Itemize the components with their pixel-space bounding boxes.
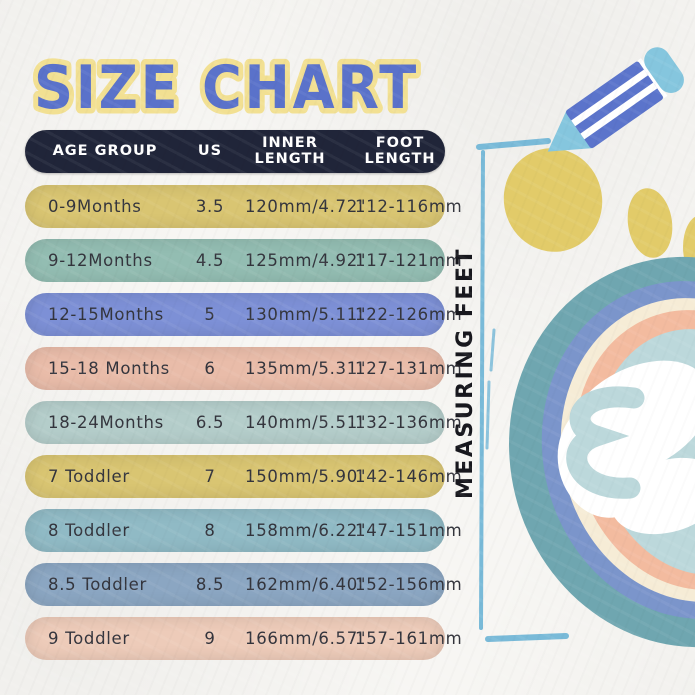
foot-length-cell: 122-126mm — [355, 305, 463, 324]
foot-length-cell: 127-131mm — [355, 359, 463, 378]
inner-length-cell: 162mm/6.40" — [245, 575, 367, 594]
header-line: LENGTH — [364, 150, 436, 167]
size-table: AGE GROUP US INNER LENGTH FOOT LENGTH 0-… — [25, 130, 463, 671]
table-row: 9-12Months 4.5 125mm/4.92" 117-121mm — [25, 239, 463, 282]
inner-length-cell: 166mm/6.57" — [245, 629, 367, 648]
us-size-cell: 8.5 — [195, 575, 225, 594]
pencil-eraser — [644, 47, 684, 93]
table-row: 8.5 Toddler 8.5 162mm/6.40" 152-156mm — [25, 563, 463, 606]
us-size-cell: 6 — [204, 359, 216, 378]
measuring-bracket — [476, 138, 569, 642]
age-group-cell: 9-12Months — [48, 251, 153, 270]
us-size-cell: 6.5 — [195, 413, 225, 432]
inner-length-cell: 130mm/5.11" — [245, 305, 367, 324]
us-size-cell: 7 — [204, 467, 216, 486]
us-size-cell: 3.5 — [195, 197, 225, 216]
big-toe-shape — [503, 148, 603, 252]
measuring-feet-label: MEASURING FEET — [453, 247, 478, 500]
inner-length-cell: 125mm/4.92" — [245, 251, 367, 270]
table-row: 7 Toddler 7 150mm/5.90" 142-146mm — [25, 455, 463, 498]
age-group-cell: 15-18 Months — [48, 359, 170, 378]
age-group-cell: 12-15Months — [48, 305, 164, 324]
age-group-cell: 18-24Months — [48, 413, 164, 432]
foot-length-cell: 157-161mm — [355, 629, 463, 648]
bracket-double-line — [489, 328, 496, 372]
bracket-top-tick — [476, 138, 551, 150]
inner-length-cell: 120mm/4.72" — [245, 197, 367, 216]
age-group-cell: 8.5 Toddler — [48, 575, 148, 594]
us-size-cell: 9 — [204, 629, 216, 648]
page-title-text: SIZE CHART — [34, 53, 419, 123]
pencil-icon — [547, 47, 684, 152]
column-header-foot-length: FOOT LENGTH — [355, 134, 445, 168]
table-row: 18-24Months 6.5 140mm/5.51" 132-136mm — [25, 401, 463, 444]
table-body: 0-9Months 3.5 120mm/4.72" 112-116mm 9-12… — [25, 185, 463, 660]
foot-length-cell: 112-116mm — [355, 197, 463, 216]
age-group-cell: 9 Toddler — [48, 629, 130, 648]
header-line: US — [197, 142, 223, 159]
us-size-cell: 8 — [204, 521, 216, 540]
table-header-row: AGE GROUP US INNER LENGTH FOOT LENGTH — [25, 130, 445, 173]
age-group-cell: 7 Toddler — [48, 467, 130, 486]
table-row: 0-9Months 3.5 120mm/4.72" 112-116mm — [25, 185, 463, 228]
header-line: AGE GROUP — [52, 142, 158, 159]
inner-length-cell: 158mm/6.22" — [245, 521, 367, 540]
us-size-cell: 4.5 — [195, 251, 225, 270]
sole-white-blob — [611, 457, 695, 535]
inner-length-cell: 140mm/5.51" — [245, 413, 367, 432]
page-title: SIZE CHART — [29, 48, 422, 129]
sole-layer-lightblue — [596, 329, 695, 575]
sole-layer-teal — [509, 256, 695, 648]
pencil-stripe — [580, 82, 658, 140]
foot-sole — [509, 256, 695, 648]
foot-length-cell: 152-156mm — [355, 575, 463, 594]
foot-length-cell: 142-146mm — [355, 467, 463, 486]
pencil-ferrule-gap — [637, 58, 668, 99]
sole-layer-blue — [541, 281, 695, 619]
us-size-cell: 5 — [204, 305, 216, 324]
inner-length-cell: 150mm/5.90" — [245, 467, 367, 486]
pencil-body — [566, 61, 663, 149]
third-toe-shape — [683, 216, 695, 278]
column-header-age-group: AGE GROUP — [25, 142, 175, 160]
table-row: 9 Toddler 9 166mm/6.57" 157-161mm — [25, 617, 463, 660]
foot-length-cell: 117-121mm — [355, 251, 463, 270]
header-line: INNER — [262, 134, 318, 151]
sole-layer-salmon — [574, 310, 695, 590]
pencil-tip — [547, 110, 593, 152]
age-group-cell: 0-9Months — [48, 197, 142, 216]
age-group-cell: 8 Toddler — [48, 521, 130, 540]
bracket-bottom-tick — [485, 633, 569, 642]
sole-white-blob — [565, 360, 695, 476]
foot-length-cell: 132-136mm — [355, 413, 463, 432]
inner-length-cell: 135mm/5.31" — [245, 359, 367, 378]
foot-toes — [503, 148, 695, 278]
column-header-us: US — [175, 142, 245, 160]
sole-layer-cream — [560, 298, 695, 602]
second-toe-shape — [627, 188, 673, 258]
header-line: LENGTH — [254, 150, 326, 167]
pencil-stripe — [571, 69, 649, 127]
table-row: 12-15Months 5 130mm/5.11" 122-126mm — [25, 293, 463, 336]
header-line: FOOT — [375, 134, 425, 151]
table-row: 15-18 Months 6 135mm/5.31" 127-131mm — [25, 347, 463, 390]
sole-white-blob — [557, 402, 655, 518]
table-row: 8 Toddler 8 158mm/6.22" 147-151mm — [25, 509, 463, 552]
bracket-vertical-line — [479, 150, 485, 630]
foot-length-cell: 147-151mm — [355, 521, 463, 540]
bracket-double-line — [485, 380, 491, 450]
sole-squiggle — [566, 386, 645, 499]
column-header-inner-length: INNER LENGTH — [245, 134, 355, 168]
